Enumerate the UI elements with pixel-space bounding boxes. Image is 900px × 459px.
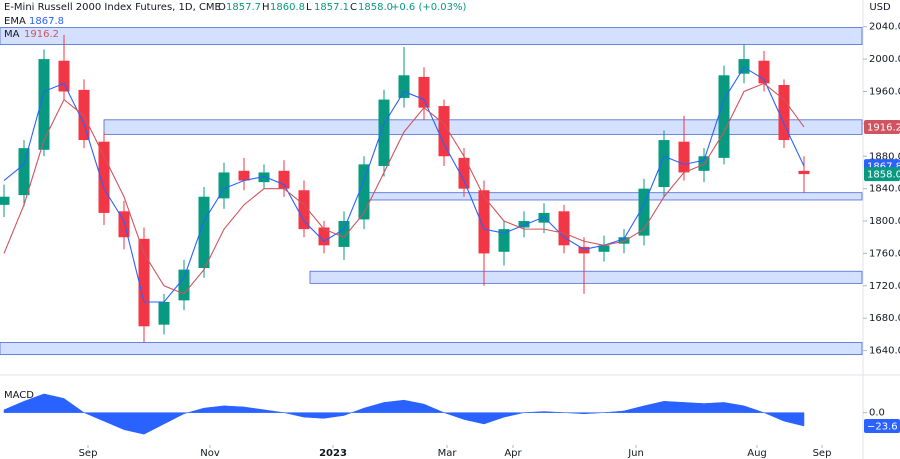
x-tick-label: 2023 bbox=[319, 448, 347, 459]
candle-body bbox=[118, 211, 130, 238]
candle-body bbox=[458, 157, 470, 189]
x-tick-label: Mar bbox=[438, 448, 458, 459]
candle-body bbox=[638, 188, 650, 236]
currency: USD bbox=[869, 2, 891, 13]
zone bbox=[309, 270, 863, 284]
candle-body bbox=[538, 212, 550, 223]
x-tick-label: Apr bbox=[504, 448, 522, 459]
candle-body bbox=[178, 269, 190, 301]
ohlc-value: 1860.8 bbox=[270, 2, 305, 13]
zone bbox=[363, 192, 863, 201]
candle-body bbox=[98, 141, 110, 213]
ohlc-name: O bbox=[218, 2, 226, 13]
macd-tick-label: 0.0 bbox=[869, 408, 885, 419]
candle-body bbox=[0, 196, 10, 205]
x-tick-label: Jun bbox=[627, 448, 644, 459]
zone bbox=[103, 119, 863, 135]
candle-body bbox=[558, 211, 570, 246]
y-tick-label: 1720.0 bbox=[869, 281, 900, 292]
y-tick-label: 1680.0 bbox=[869, 313, 900, 324]
candle-body bbox=[38, 59, 50, 150]
candle-body bbox=[578, 246, 590, 254]
y-tick-label: 1880.0 bbox=[869, 151, 900, 162]
candle-body bbox=[398, 75, 410, 98]
x-tick-label: Sep bbox=[79, 448, 98, 459]
ma-value: 1916.2 bbox=[24, 29, 59, 40]
candle-body bbox=[618, 237, 630, 244]
candle-body bbox=[318, 227, 330, 246]
indicator-line bbox=[3, 82, 805, 295]
zone bbox=[0, 342, 863, 356]
ohlc-name: C bbox=[350, 2, 357, 13]
candle-body bbox=[358, 164, 370, 220]
change: +0.6 (+0.03%) bbox=[391, 2, 467, 13]
chart-title: E-Mini Russell 2000 Index Futures, 1D, C… bbox=[4, 2, 221, 13]
candle-body bbox=[138, 238, 150, 327]
x-tick-label: Nov bbox=[200, 448, 220, 459]
y-tick-label: 1800.0 bbox=[869, 216, 900, 227]
macd-badge bbox=[864, 419, 900, 434]
candle-body bbox=[378, 99, 390, 166]
x-tick-label: Sep bbox=[813, 448, 832, 459]
candle-body bbox=[198, 196, 210, 268]
candle-body bbox=[738, 59, 750, 74]
ohlc-value: 1858.0 bbox=[358, 2, 393, 13]
price-badge bbox=[864, 167, 900, 182]
y-tick-label: 2000.0 bbox=[869, 54, 900, 65]
candle-body bbox=[78, 89, 90, 141]
ma-name: MA bbox=[4, 29, 20, 40]
candle-body bbox=[678, 141, 690, 173]
candle-body bbox=[338, 221, 350, 247]
ohlc-name: H bbox=[262, 2, 270, 13]
plot bbox=[0, 27, 863, 356]
candle-body bbox=[158, 301, 170, 325]
price-badge-label: 1916.2 bbox=[867, 122, 900, 133]
y-tick-label: 1840.0 bbox=[869, 184, 900, 195]
candle-body bbox=[478, 190, 490, 254]
candle-body bbox=[278, 170, 290, 189]
candle-body bbox=[58, 60, 70, 92]
indicator-line bbox=[3, 66, 805, 303]
candle-body bbox=[298, 190, 310, 230]
candle-body bbox=[18, 148, 30, 196]
macd-badge-label: −23.6 bbox=[867, 422, 898, 433]
x-tick-label: Aug bbox=[747, 448, 767, 459]
price-badge bbox=[864, 119, 900, 134]
ohlc-value: 1857.1 bbox=[314, 2, 349, 13]
candle-body bbox=[438, 106, 450, 157]
candle-body bbox=[498, 229, 510, 252]
macd-name: MACD bbox=[4, 390, 34, 401]
candle-body bbox=[718, 75, 730, 158]
candle-body bbox=[238, 170, 250, 181]
candle-body bbox=[218, 172, 230, 199]
ema-value: 1867.8 bbox=[29, 16, 64, 27]
ohlc-value: 1857.7 bbox=[226, 2, 261, 13]
price-badge-label: 1858.0 bbox=[867, 170, 900, 181]
candle-body bbox=[658, 140, 670, 188]
candle-body bbox=[798, 170, 810, 175]
candle-body bbox=[518, 221, 530, 228]
ohlc-name: L bbox=[306, 2, 312, 13]
macd-area bbox=[3, 393, 805, 435]
y-tick-label: 1960.0 bbox=[869, 86, 900, 97]
candle-body bbox=[758, 60, 770, 84]
ema-name: EMA bbox=[4, 16, 26, 27]
zone bbox=[0, 27, 863, 45]
candle-body bbox=[598, 245, 610, 252]
candle-body bbox=[778, 85, 790, 141]
y-tick-label: 2040.0 bbox=[869, 22, 900, 33]
y-tick-label: 1640.0 bbox=[869, 346, 900, 357]
candle-body bbox=[418, 76, 430, 108]
candle-body bbox=[258, 172, 270, 183]
y-tick-label: 1760.0 bbox=[869, 248, 900, 259]
